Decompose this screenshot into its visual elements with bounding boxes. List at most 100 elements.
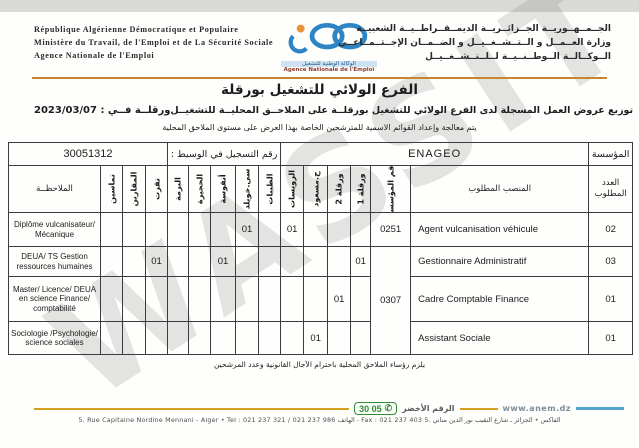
- col-header-touggourt: تقرت: [145, 165, 169, 213]
- placement-cell: [327, 212, 352, 247]
- green-number-badge: 30 05 ✆: [354, 402, 398, 415]
- placement-cell: [258, 246, 282, 277]
- col-header-taibet: الطيبات: [258, 165, 282, 213]
- note-cell: Master/ Licence/ DEUA en science Finance…: [7, 276, 102, 322]
- count-cell: 03: [588, 246, 634, 277]
- placement-cell: [303, 276, 329, 322]
- header-ar-line2: وزارة العــمــل و الــتــشــغــيــل و ال…: [337, 38, 611, 48]
- logo-person-head: [296, 24, 305, 33]
- col-header-position: المنصب المطلوب: [410, 165, 590, 213]
- placement-cell: [145, 276, 169, 322]
- col-header-ouargla1: ورقلة 1: [350, 165, 372, 213]
- intro-line: ورقلــة فــي : 2023/03/07 توزيع عروض الع…: [34, 105, 633, 116]
- org-num-cell: 0251: [370, 212, 412, 247]
- placement-cell: [188, 276, 212, 322]
- placement-cell: [122, 321, 147, 355]
- logo-caption-arabic: الوكالة الوطنية للتشغيل: [281, 61, 377, 67]
- col-header-count: العدد المطلوب: [588, 165, 634, 213]
- col-header-megarine: المقارين: [122, 165, 147, 213]
- header-french-block: République Algérienne Démocratique et Po…: [34, 23, 273, 62]
- placement-cell: 01: [235, 212, 260, 247]
- col-header-rouissat: الرويسات: [280, 165, 305, 213]
- placement-cell: [167, 246, 190, 277]
- orange-divider: [32, 77, 607, 79]
- placement-cell: [145, 212, 169, 247]
- placement-cell: [145, 321, 169, 355]
- placement-cell: [167, 276, 190, 322]
- job-offers-table: المؤسسة ENAGEO رقم التسجيل في الوسيط : 3…: [7, 142, 634, 355]
- table-bottom-note: يلزم رؤساء الملاحق المحلية باحترام الآجا…: [213, 360, 426, 369]
- placement-cell: [210, 276, 237, 322]
- placement-cell: [303, 246, 329, 277]
- registration-label-cell: رقم التسجيل في الوسيط :: [167, 142, 282, 166]
- col-header-hadjira: الحجيرة: [188, 165, 212, 213]
- org-num-merged-cell: 0307: [370, 246, 412, 355]
- placement-cell: [235, 321, 260, 355]
- position-cell: Agent vulcanisation véhicule: [410, 212, 590, 247]
- note-cell: Diplôme vulcanisateur/ Mécanique: [7, 212, 102, 247]
- header-ar-line3: الــوكــالــة الــوطــنــيــة لــلــتــش…: [425, 52, 611, 62]
- note-cell: Sociologie /Psychologie/ science sociale…: [7, 321, 102, 355]
- org-name-cell: ENAGEO: [280, 142, 590, 166]
- placement-cell: [210, 321, 237, 355]
- phone-icon: ✆: [384, 403, 393, 413]
- count-cell: 02: [588, 212, 634, 247]
- col-header-borma: البرمة: [167, 165, 190, 213]
- count-cell: 01: [588, 276, 634, 322]
- anem-logo: الوكالة الوطنية للتشغيل Agence Nationale…: [281, 22, 377, 73]
- placement-cell: [188, 212, 212, 247]
- placement-cell: [100, 276, 124, 322]
- header-fr-line1: République Algérienne Démocratique et Po…: [34, 25, 239, 34]
- placement-cell: [280, 246, 305, 277]
- agency-address: 5. Rue Capitaine Nordine Mennani - Alger…: [78, 416, 561, 424]
- placement-cell: [122, 212, 147, 247]
- scan-top-band: [0, 0, 639, 12]
- col-header-org-num: رقم المؤسسة: [370, 165, 412, 213]
- placement-cell: [350, 276, 372, 322]
- gold-divider-short: [459, 407, 498, 410]
- placement-cell: [100, 212, 124, 247]
- org-label-cell: المؤسسة: [588, 142, 634, 166]
- col-header-ngoussa: أنقوسة: [210, 165, 237, 213]
- logo-person-body: [288, 34, 308, 54]
- footer-bar: 30 05 ✆ الرقم الأخضر www.anem.dz: [34, 402, 624, 415]
- placement-cell: [210, 212, 237, 247]
- header-fr-line2: Ministère du Travail, de l'Emploi et de …: [34, 38, 274, 47]
- col-header-notes: الملاحظــة: [7, 165, 102, 213]
- header-arabic-block: الجــمــهــوريــة الجــزائــريــة الديمـ…: [338, 22, 611, 64]
- processing-note: يتم معالجة وإعداد القوائم الاسمية للمترش…: [162, 123, 477, 132]
- website-link: www.anem.dz: [502, 404, 571, 413]
- green-number-label: الرقم الأخضر: [402, 404, 455, 413]
- placement-cell: 01: [303, 321, 329, 355]
- placement-cell: [303, 212, 329, 247]
- placement-cell: 01: [280, 212, 305, 247]
- placement-cell: [280, 321, 305, 355]
- page-title: الفرع الولائي للتشغيل بورقلة: [221, 82, 418, 98]
- date-line: ورقلــة فــي : 2023/03/07: [34, 105, 171, 116]
- placement-cell: 01: [327, 276, 352, 322]
- placement-cell: [280, 276, 305, 322]
- placement-cell: [350, 321, 372, 355]
- placement-cell: [327, 321, 352, 355]
- placement-cell: [188, 321, 212, 355]
- placement-cell: [167, 212, 190, 247]
- position-cell: Gestionnaire Administratif: [410, 246, 590, 277]
- anem-logo-icon: [288, 22, 368, 54]
- placement-cell: 01: [145, 246, 169, 277]
- position-cell: Assistant Sociale: [410, 321, 590, 355]
- placement-cell: [100, 246, 124, 277]
- header-ar-line1: الجــمــهــوريــة الجــزائــريــة الديمـ…: [356, 24, 611, 34]
- table-row: 01 Assistant Sociale 01 Sociologie /Psyc…: [7, 321, 634, 355]
- placement-cell: [235, 276, 260, 322]
- count-cell: 01: [588, 321, 634, 355]
- position-cell: Cadre Comptable Finance: [410, 276, 590, 322]
- placement-cell: [122, 246, 147, 277]
- placement-cell: [235, 246, 260, 277]
- placement-cell: [258, 212, 282, 247]
- org-row: المؤسسة ENAGEO رقم التسجيل في الوسيط : 3…: [7, 142, 634, 166]
- col-header-ouargla2: ورقلة 2: [327, 165, 352, 213]
- green-number-value: 30 05: [359, 403, 382, 414]
- placement-cell: 01: [350, 246, 372, 277]
- note-cell: DEUA/ TS Gestion ressources humaines: [7, 246, 102, 277]
- placement-cell: [350, 212, 372, 247]
